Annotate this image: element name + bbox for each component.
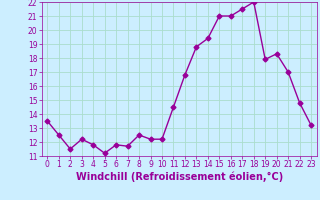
X-axis label: Windchill (Refroidissement éolien,°C): Windchill (Refroidissement éolien,°C) (76, 172, 283, 182)
